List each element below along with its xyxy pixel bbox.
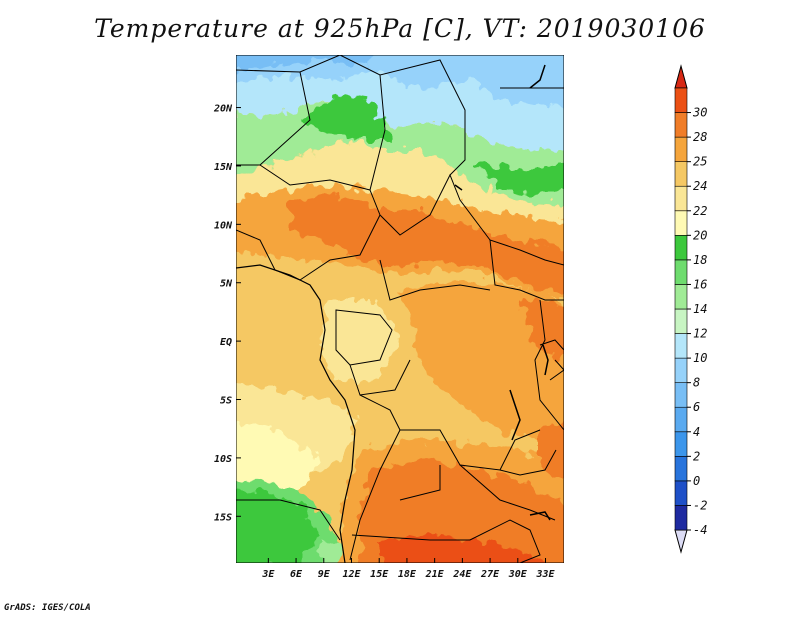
lat-tick-label: 10N — [214, 220, 233, 231]
lon-tick-label: 33E — [535, 569, 555, 580]
colorbar-label: 8 — [693, 376, 700, 390]
lon-tick-label: 30E — [508, 569, 528, 580]
colorbar-segment — [674, 87, 688, 113]
colorbar-under-triangle — [674, 529, 688, 554]
colorbar-segment — [674, 456, 688, 482]
lat-tick-label: 5N — [220, 279, 233, 290]
colorbar-label: 24 — [693, 179, 707, 193]
lon-tick-label: 21E — [425, 569, 445, 580]
lon-tick-label: 15E — [370, 569, 389, 580]
colorbar-label: 25 — [693, 155, 707, 169]
temperature-field — [236, 55, 564, 563]
colorbar-segment — [674, 382, 688, 408]
map-title: Temperature at 925hPa [C], VT: 201903010… — [94, 14, 706, 43]
colorbar-over-triangle — [674, 64, 688, 89]
colorbar-segment — [674, 308, 688, 334]
colorbar-label: 20 — [693, 228, 707, 242]
colorbar-label: 18 — [693, 253, 707, 267]
colorbar-segment — [674, 112, 688, 138]
colorbar-label: 14 — [693, 302, 707, 316]
longitude-axis: 3E 6E 9E 12E 15E 18E 21E 24E 27E 30E 33E — [261, 558, 556, 580]
colorbar-label: 28 — [693, 130, 707, 144]
colorbar-label: -2 — [693, 498, 707, 512]
lon-tick-label: 27E — [480, 569, 500, 580]
lat-tick-label: 5S — [220, 396, 232, 407]
colorbar-segment — [674, 505, 688, 531]
colorbar-segment — [674, 284, 688, 310]
colorbar-segment — [674, 210, 688, 236]
colorbar-label: 12 — [693, 327, 707, 341]
colorbar-segment — [674, 136, 688, 162]
colorbar-segment — [674, 480, 688, 506]
colorbar-label: 30 — [692, 106, 707, 120]
lat-tick-label: 20N — [213, 104, 233, 115]
colorbar-segment — [674, 259, 688, 285]
colorbar-segment — [674, 406, 688, 433]
colorbar-label: 2 — [693, 449, 700, 463]
colorbar-label: -4 — [693, 523, 707, 537]
lat-tick-label: 10S — [214, 454, 232, 465]
lat-tick-label: 15S — [214, 512, 232, 523]
lon-tick-label: 6E — [290, 569, 303, 580]
map-panel — [236, 55, 564, 563]
lon-tick-label: 18E — [398, 569, 417, 580]
colorbar-segment — [674, 161, 688, 187]
colorbar-segment — [674, 431, 688, 457]
lon-tick-label: 24E — [452, 569, 472, 580]
latitude-axis: 20N 15N 10N 5N EQ 5S 10S 15S — [213, 104, 241, 523]
country-borders — [236, 55, 564, 563]
colorbar-label: 22 — [693, 204, 707, 218]
colorbar-label: 0 — [693, 474, 700, 488]
colorbar-label: 6 — [693, 400, 700, 414]
lat-tick-label: 15N — [214, 162, 233, 173]
lon-tick-label: 12E — [342, 569, 361, 580]
colorbar-segment — [674, 235, 688, 261]
lon-tick-label: 9E — [318, 569, 331, 580]
lat-tick-label: EQ — [220, 337, 232, 348]
grads-credit: GrADS: IGES/COLA — [4, 603, 91, 613]
colorbar-segment — [674, 357, 688, 383]
colorbar-label: 16 — [693, 277, 707, 291]
colorbar-label: 10 — [693, 351, 707, 365]
colorbar-label: 4 — [693, 425, 700, 439]
colorbar-segment — [674, 333, 688, 359]
lon-tick-label: 3E — [261, 569, 275, 580]
colorbar-segment — [674, 185, 688, 212]
